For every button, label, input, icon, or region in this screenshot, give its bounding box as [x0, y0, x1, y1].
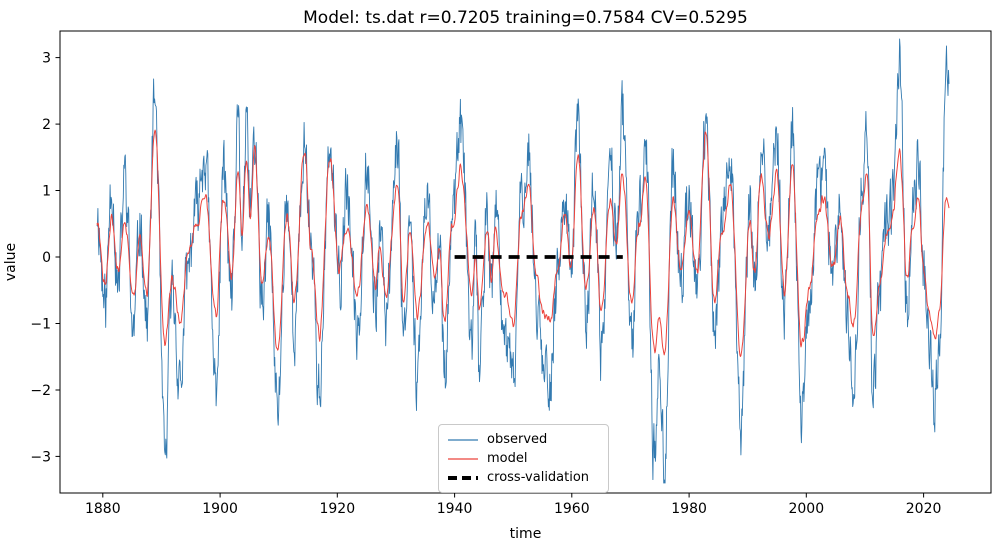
- y-tick-label: 2: [42, 117, 51, 133]
- legend-line-sample: [448, 457, 478, 460]
- y-axis-label: value: [3, 243, 19, 281]
- x-tick-label: 1880: [85, 501, 121, 517]
- x-axis-label: time: [510, 526, 542, 542]
- legend-line-sample: [448, 475, 478, 480]
- axis-ticks: 1880 1900 1920 1940 1960 1980 2000 2020 −3 −2 −1 0 1…: [30, 51, 941, 517]
- y-tick-label: 0: [42, 250, 51, 266]
- legend-entry-model: model: [448, 449, 598, 468]
- x-tick-label: 2000: [788, 501, 824, 517]
- x-tick-label: 1920: [319, 501, 355, 517]
- x-tick-label: 2020: [906, 501, 942, 517]
- legend-label: observed: [487, 432, 548, 447]
- x-tick-label: 1980: [671, 501, 707, 517]
- observed-line: [96, 38, 950, 484]
- chart-title: Model: ts.dat r=0.7205 training=0.7584 C…: [303, 8, 748, 28]
- y-tick-label: −2: [30, 383, 51, 399]
- y-tick-label: −3: [30, 449, 51, 465]
- x-tick-label: 1960: [554, 501, 590, 517]
- legend-entry-cross-validation: cross-validation: [448, 468, 598, 487]
- x-tick-label: 1900: [202, 501, 238, 517]
- y-tick-label: 3: [42, 51, 51, 67]
- legend-line-sample: [448, 438, 478, 441]
- axes-spines: [59, 30, 992, 494]
- legend-label: model: [487, 451, 528, 466]
- legend-entry-observed: observed: [448, 430, 598, 449]
- x-tick-label: 1940: [437, 501, 473, 517]
- legend: observed model cross-validation: [438, 424, 609, 493]
- y-tick-label: 1: [42, 184, 51, 200]
- legend-label: cross-validation: [487, 470, 590, 485]
- model-line: [96, 129, 950, 357]
- y-tick-label: −1: [30, 317, 51, 333]
- axes-background: [60, 31, 991, 493]
